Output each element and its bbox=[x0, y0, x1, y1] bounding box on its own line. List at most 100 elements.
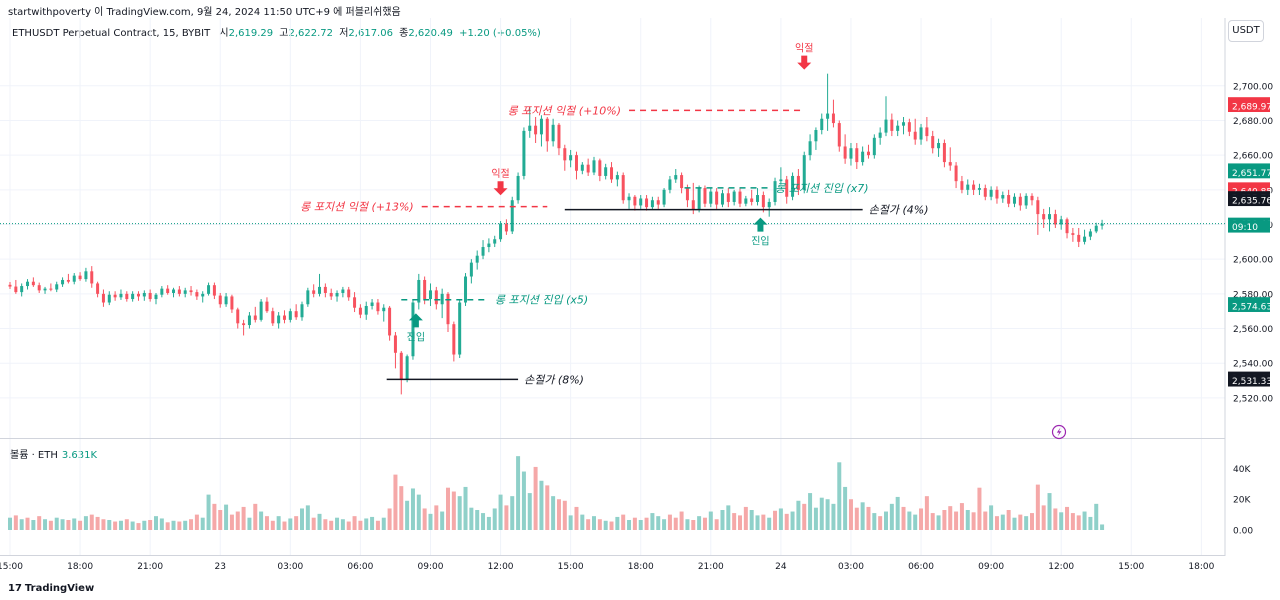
tradingview-logo[interactable]: 17 TradingView bbox=[8, 583, 94, 594]
volume-bar bbox=[159, 518, 164, 530]
volume-bar bbox=[732, 513, 737, 530]
candle-body bbox=[119, 293, 123, 298]
candle-body bbox=[329, 292, 333, 297]
take-profit-arrow-icon[interactable]: 익절 bbox=[491, 167, 510, 196]
time-tick-label: 18:00 bbox=[1188, 562, 1214, 572]
volume-bar bbox=[539, 480, 544, 530]
time-tick-label: 03:00 bbox=[277, 562, 303, 572]
take-profit-arrow-icon[interactable]: 익절 bbox=[795, 42, 813, 70]
chart-grid bbox=[0, 18, 1225, 555]
drawing-label[interactable]: 롱 포지션 익절 (+13%) bbox=[300, 201, 413, 214]
volume-bar bbox=[743, 506, 748, 530]
candle-body bbox=[966, 184, 970, 190]
volume-bar bbox=[767, 517, 772, 530]
candle-body bbox=[884, 119, 888, 133]
candle-body bbox=[1088, 231, 1092, 237]
symbol-title[interactable]: ETHUSDT Perpetual Contract, 15, BYBIT bbox=[12, 28, 211, 39]
drawing-label[interactable]: 롱 포지션 진입 (x5) bbox=[495, 294, 588, 307]
volume-bar bbox=[8, 517, 12, 530]
candle-body bbox=[942, 143, 946, 163]
volume-bar bbox=[311, 517, 316, 530]
candle-body bbox=[913, 131, 917, 140]
candle-body bbox=[8, 284, 12, 287]
volume-bar bbox=[469, 507, 474, 530]
volume-bar bbox=[825, 499, 830, 530]
candle-body bbox=[31, 281, 35, 286]
drawing-label[interactable]: 손절가 (8%) bbox=[524, 373, 584, 386]
time-tick-label: 06:00 bbox=[908, 562, 934, 572]
candle-body bbox=[154, 294, 158, 300]
volume-bar bbox=[521, 471, 526, 530]
entry-arrow-icon[interactable]: 진입 bbox=[751, 217, 770, 248]
time-tick-label: 03:00 bbox=[838, 562, 864, 572]
volume-bar bbox=[1041, 505, 1046, 530]
candle-body bbox=[843, 146, 847, 159]
candle-body bbox=[323, 286, 327, 293]
candle-body bbox=[738, 191, 742, 204]
candle-body bbox=[353, 297, 357, 308]
volume-bar bbox=[638, 520, 643, 530]
volume-bar bbox=[264, 516, 269, 530]
volume-bar bbox=[843, 486, 848, 530]
volume-bar bbox=[545, 485, 550, 530]
time-axis[interactable]: 15:00 18:00 21:00 23 03:00 06:00 09:00 12:00 15:… bbox=[0, 562, 1215, 572]
entry-arrow-icon[interactable]: 진입 bbox=[407, 313, 425, 343]
volume-bar bbox=[346, 521, 351, 530]
volume-label[interactable]: 볼륨 · ETH bbox=[10, 450, 58, 461]
volume-bar bbox=[755, 515, 760, 530]
volume-bar bbox=[165, 522, 170, 530]
candle-body bbox=[849, 148, 853, 159]
volume-bar bbox=[259, 511, 264, 530]
lightning-icon[interactable] bbox=[1051, 424, 1067, 440]
volume-bar bbox=[1053, 508, 1058, 530]
candle-body bbox=[1077, 234, 1081, 242]
volume-bar bbox=[504, 505, 509, 530]
candle-body bbox=[545, 118, 549, 142]
volume-bar bbox=[884, 511, 888, 530]
candle-body bbox=[516, 175, 520, 201]
candle-body bbox=[732, 191, 736, 202]
price-label-badge: 2,651.77 bbox=[1228, 166, 1272, 179]
candle-body bbox=[586, 164, 590, 173]
volume-bar bbox=[43, 519, 48, 530]
price-label-badge: 2,689.97 bbox=[1228, 100, 1272, 113]
volume-bar bbox=[136, 523, 141, 530]
candle-body bbox=[504, 223, 508, 232]
candle-body bbox=[1100, 223, 1104, 226]
drawing-label[interactable]: 손절가 (4%) bbox=[869, 204, 929, 217]
candle-body bbox=[1071, 233, 1075, 235]
candle-body bbox=[66, 279, 70, 282]
arrow-label: 익절 bbox=[795, 42, 813, 55]
price-axis[interactable]: 2,700.002,680.002,660.002,640.002,620.00… bbox=[1233, 82, 1273, 404]
candle-body bbox=[662, 189, 666, 205]
candle-body bbox=[691, 200, 695, 210]
candle-body bbox=[709, 191, 713, 204]
currency-button[interactable]: USDT bbox=[1228, 20, 1264, 42]
volume-bar bbox=[965, 510, 970, 530]
candle-body bbox=[37, 285, 41, 291]
volume-bar bbox=[510, 496, 515, 530]
volume-bar bbox=[270, 520, 275, 530]
candle-body bbox=[685, 188, 689, 201]
drawing-label[interactable]: 롱 포지션 진입 (x7) bbox=[775, 182, 868, 195]
volume-bar bbox=[340, 519, 345, 530]
volume-bar bbox=[889, 503, 894, 530]
time-tick-label: 15:00 bbox=[1118, 562, 1144, 572]
volume-bar bbox=[726, 505, 731, 530]
volume-bar bbox=[574, 506, 579, 530]
drawings[interactable]: 롱 포지션 익절 (+13%) 롱 포지션 익절 (+10%) 롱 포지션 진입 (… bbox=[0, 42, 1225, 387]
volume-bar bbox=[1059, 512, 1064, 530]
drawing-label[interactable]: 롱 포지션 익절 (+10%) bbox=[508, 104, 621, 117]
volume-bar bbox=[679, 511, 684, 530]
candle-body bbox=[364, 305, 368, 315]
volume-bar bbox=[603, 520, 608, 530]
candle-body bbox=[242, 323, 246, 326]
volume-bar bbox=[527, 493, 532, 530]
volume-bar bbox=[1012, 517, 1017, 530]
candle-body bbox=[756, 195, 760, 202]
volume-bar bbox=[667, 514, 672, 530]
volume-bar bbox=[516, 456, 521, 530]
price-tick-label: 2,560.00 bbox=[1233, 325, 1273, 335]
candle-body bbox=[902, 122, 906, 126]
